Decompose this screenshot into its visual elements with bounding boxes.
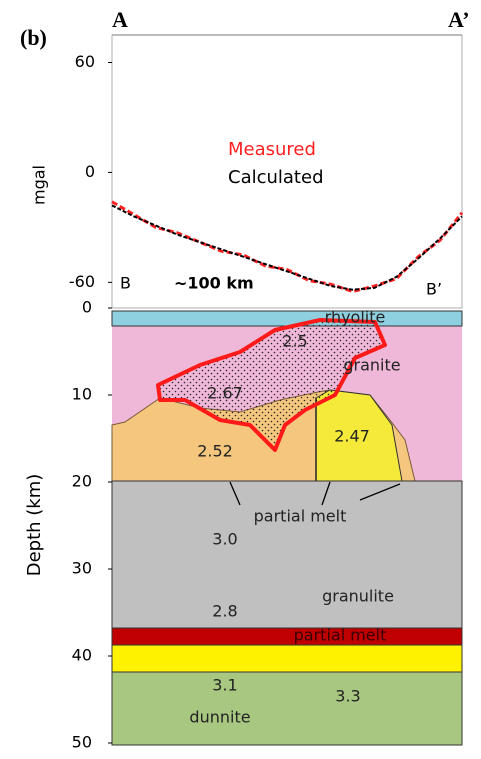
depth-tick-label: 10: [72, 385, 92, 404]
scale-start: B: [120, 274, 131, 293]
y-tick-label: 60: [75, 52, 95, 71]
section-label: dunnite: [189, 708, 250, 727]
section-label: 2.52: [197, 442, 233, 461]
cross-section: [112, 311, 462, 745]
legend-entry: Measured: [228, 139, 316, 160]
section-label: 3.1: [212, 676, 237, 695]
section-label: rhyolite: [325, 308, 386, 327]
section-label: 2.67: [207, 384, 243, 403]
section-label: 3.3: [335, 687, 360, 706]
y-tick-label: -60: [69, 272, 95, 291]
scale-text: ~100 km: [174, 274, 254, 293]
scale-end: B’: [426, 280, 442, 299]
depth-tick-label: 30: [72, 559, 92, 578]
section-label: granulite: [322, 587, 394, 606]
panel-label: (b): [20, 25, 47, 50]
section-label: partial melt: [254, 507, 347, 526]
depth-tick-label: 20: [72, 472, 92, 491]
section-label: 2.47: [334, 427, 370, 446]
end-label: A’: [448, 7, 470, 32]
yellow-layer: [112, 645, 462, 672]
depth-tick-label: 50: [72, 733, 92, 752]
section-label: granite: [343, 356, 400, 375]
series-line: [112, 205, 462, 289]
y-axis-label: mgal: [30, 165, 49, 205]
depth-tick-label: 0: [82, 298, 92, 317]
dunnite-layer: [112, 672, 462, 745]
section-label: partial melt: [294, 626, 387, 645]
section-y-label: Depth (km): [24, 474, 45, 577]
melt-layer: [112, 628, 462, 645]
gravity-panel: 60 0 -60 Measured Calculated B ~100 km B’: [69, 52, 462, 299]
granulite-layer: [112, 481, 462, 628]
figure: (b) A A’ mgal 60 0 -60 Measured Calculated B ~…: [0, 0, 481, 755]
section-label: 2.8: [212, 602, 237, 621]
depth-tick-label: 40: [72, 646, 92, 665]
series-line: [112, 202, 462, 292]
start-label: A: [112, 7, 128, 32]
legend-entry: Calculated: [228, 167, 324, 188]
rhyolite-layer: [112, 311, 462, 326]
section-label: 2.5: [282, 332, 307, 351]
y-tick-label: 0: [85, 162, 95, 181]
section-label: 3.0: [212, 530, 237, 549]
